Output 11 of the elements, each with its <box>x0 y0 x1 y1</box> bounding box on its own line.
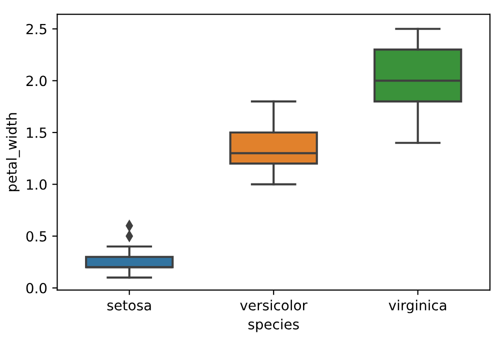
y-tick-label: 2.0 <box>26 76 47 86</box>
y-tick-label: 0.5 <box>26 231 46 242</box>
x-axis-title: species <box>248 318 299 332</box>
y-axis-title: petal_width <box>6 113 20 192</box>
y-tick-label: 0.0 <box>26 282 47 294</box>
x-tick-label: versicolor <box>240 300 308 310</box>
y-tick-label: 1.0 <box>26 179 47 190</box>
y-tick-label: 1.5 <box>26 128 46 138</box>
y-tick-label: 2.5 <box>26 24 46 34</box>
x-tick-label: setosa <box>107 300 151 310</box>
x-tick-label: virginica <box>388 300 446 314</box>
